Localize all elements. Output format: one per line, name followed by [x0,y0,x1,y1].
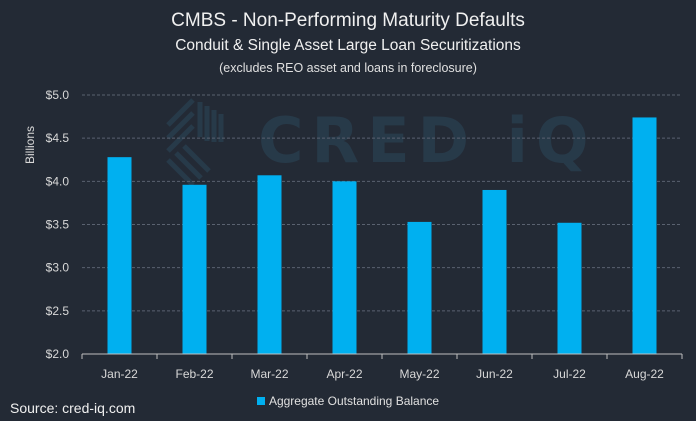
legend: Aggregate Outstanding Balance [0,394,696,408]
bar [557,222,582,354]
legend-swatch [256,397,265,405]
y-tick-label: $3.5 [46,218,70,232]
bar [482,189,507,354]
chart-note: (excludes REO asset and loans in foreclo… [219,61,477,75]
x-tick-label: Aug-22 [625,367,664,381]
x-tick-label: Jul-22 [553,367,586,381]
chart-subtitle: Conduit & Single Asset Large Loan Securi… [175,37,521,54]
watermark-text: CRED iQ [258,104,597,177]
bar [332,181,357,354]
bar [257,175,282,354]
bar [107,157,132,354]
x-tick-label: Jun-22 [476,367,513,381]
y-axis-label: Billions [23,126,37,164]
x-tick-label: Jan-22 [101,367,138,381]
chart-title: CMBS - Non-Performing Maturity Defaults [171,10,525,31]
x-tick-label: Feb-22 [175,367,213,381]
legend-label: Aggregate Outstanding Balance [268,394,440,408]
y-tick-label: $2.5 [46,304,70,318]
y-tick-label: $5.0 [46,88,70,102]
y-tick-label: $2.0 [46,347,70,361]
bar [182,184,207,354]
watermark-logo: CRED iQ [166,98,597,187]
x-tick-label: May-22 [399,367,439,381]
x-tick-label: Mar-22 [250,367,288,381]
y-tick-label: $3.0 [46,261,70,275]
x-tick-label: Apr-22 [326,367,362,381]
bar [632,117,657,355]
y-tick-label: $4.5 [46,131,70,145]
bar [407,221,432,354]
y-tick-label: $4.0 [46,174,70,188]
source-text: Source: cred-iq.com [10,400,136,416]
